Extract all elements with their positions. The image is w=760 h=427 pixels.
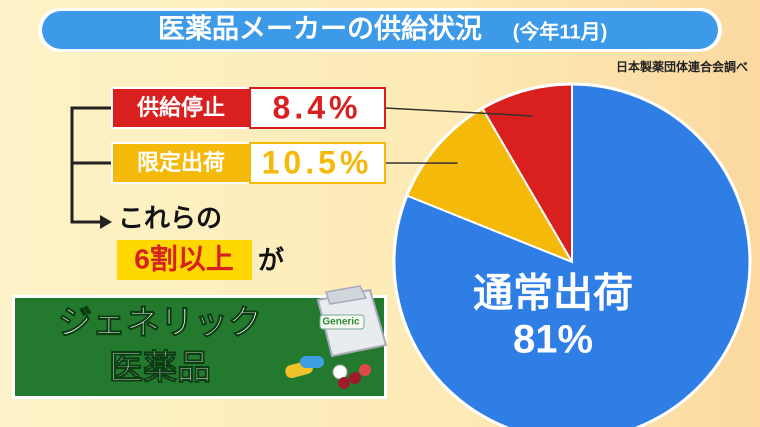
- category-label: 限定出荷: [137, 150, 225, 175]
- arrow-head: [100, 215, 112, 229]
- annotation: が: [258, 245, 284, 275]
- annotation: 医薬品: [109, 349, 211, 387]
- annotation: 6割以上: [134, 242, 234, 274]
- label-box: [111, 142, 251, 184]
- source: 日本製薬団体連合会調べ: [616, 59, 748, 74]
- value-label: 81%: [513, 318, 593, 362]
- highlight-box: [117, 240, 252, 280]
- medicine-icon: [285, 285, 388, 389]
- icon-label: Generic: [322, 317, 360, 328]
- label-box: [111, 87, 251, 129]
- value-box: [249, 87, 386, 129]
- bracket: [70, 106, 112, 224]
- connector-line: [384, 107, 533, 117]
- annotation: ジェネリック: [58, 304, 262, 342]
- value-label: 10.5%: [262, 144, 373, 180]
- category-label: 通常出荷: [473, 272, 633, 316]
- category-label: 供給停止: [136, 95, 225, 120]
- chart-title: 医薬品メーカーの供給状況: [158, 13, 482, 44]
- title-bar: [42, 11, 718, 49]
- value-label: 8.4%: [273, 89, 362, 125]
- value-box: [249, 142, 386, 184]
- pie-outline: [392, 82, 752, 427]
- chart-subtitle: (今年11月): [513, 19, 607, 43]
- annotation: これらの: [118, 203, 222, 233]
